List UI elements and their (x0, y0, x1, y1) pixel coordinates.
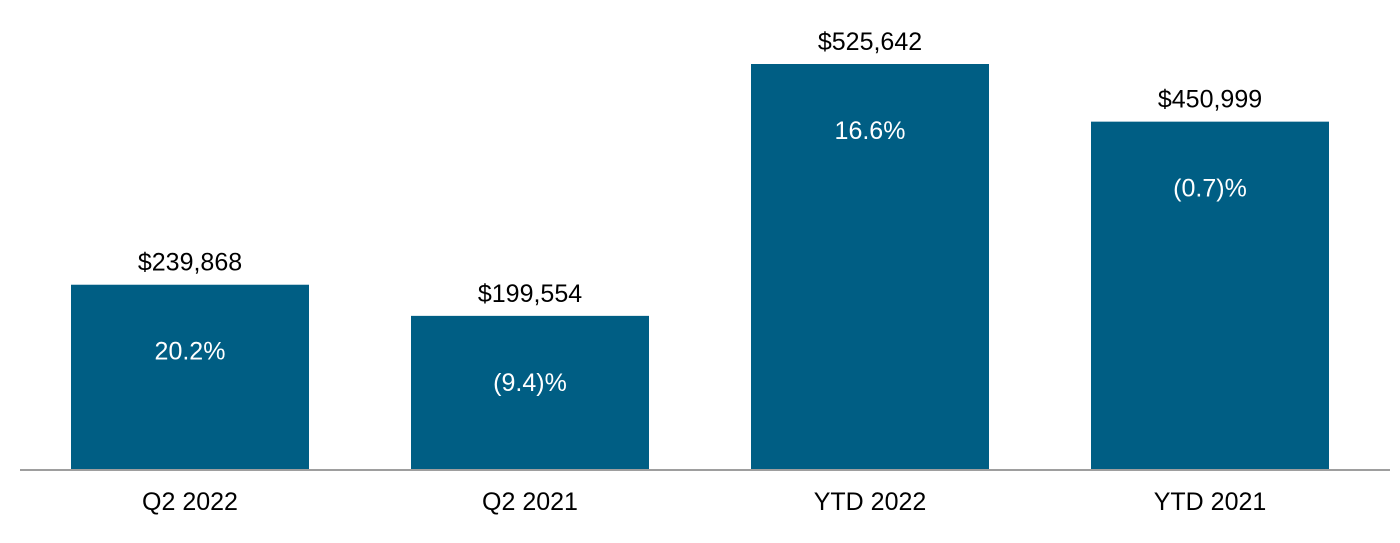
value-label-3: $525,642 (818, 28, 922, 56)
change-label-3: 16.6% (835, 117, 906, 145)
category-label-4: YTD 2021 (1154, 488, 1267, 516)
value-label-2: $199,554 (478, 280, 582, 308)
category-label-2: Q2 2021 (482, 488, 578, 516)
value-label-4: $450,999 (1158, 86, 1262, 114)
change-label-2: (9.4)% (493, 369, 567, 397)
bars-layer (71, 64, 1329, 471)
bar-1 (71, 284, 309, 470)
change-label-4: (0.7)% (1173, 175, 1247, 203)
bar-2 (411, 315, 649, 470)
category-label-1: Q2 2022 (142, 488, 238, 516)
bar-4 (1091, 121, 1329, 471)
change-label-1: 20.2% (155, 338, 226, 366)
category-label-3: YTD 2022 (814, 488, 927, 516)
bar-3 (751, 64, 989, 470)
labels-layer: $239,868 20.2% Q2 2022 $199,554 (9.4)% Q2 202… (138, 28, 1266, 516)
value-label-1: $239,868 (138, 249, 242, 277)
